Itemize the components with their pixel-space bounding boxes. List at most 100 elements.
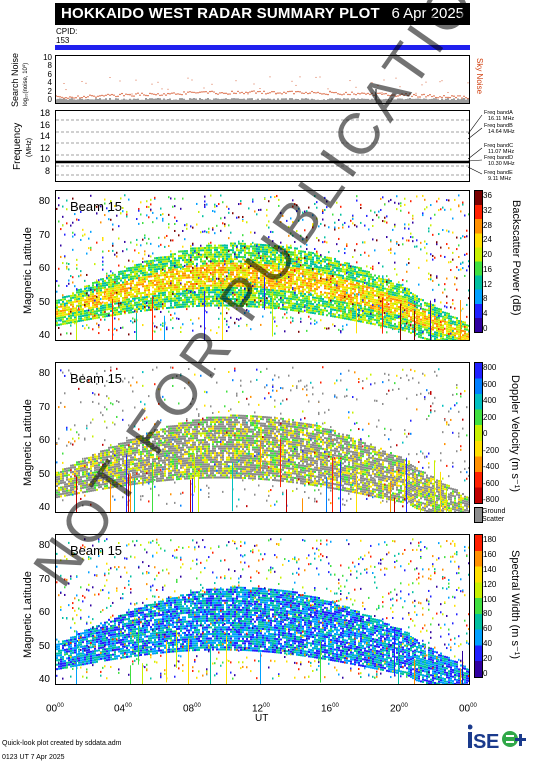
scatter-cell [252,241,254,244]
sky-noise-point [419,96,421,98]
scatter-cell [154,268,156,271]
scatter-cell [80,238,82,241]
scatter-cell [396,298,398,301]
scatter-cell [274,258,276,261]
scatter-cell [336,267,338,270]
scatter-cell [206,302,208,305]
scatter-cell [234,266,236,269]
scatter-cell [212,291,214,294]
scatter-cell [392,304,394,307]
scatter-cell [334,262,336,265]
sky-noise-point [417,96,419,98]
scatter-cell [138,299,140,302]
scatter-cell [296,294,298,297]
scatter-cell [224,269,226,272]
scatter-cell [322,209,324,212]
scatter-cell [238,298,240,301]
scatter-cell [126,298,128,301]
scatter-cell [192,294,194,297]
scatter-cell [374,278,376,281]
band-frequency: 11.07 MHz [488,149,515,155]
scatter-cell [216,251,218,254]
scatter-cell [272,269,274,272]
sky-noise-point [365,93,367,95]
scatter-cell [280,258,282,261]
scatter-cell [102,309,104,312]
scatter-cell [238,203,240,206]
scatter-cell [82,310,84,313]
scatter-cell [376,292,378,295]
sky-noise-point [371,82,373,84]
scatter-cell [346,272,348,275]
scatter-cell [124,240,126,243]
scatter-cell [188,291,190,294]
scatter-cell [146,309,148,312]
scatter-cell [320,282,322,285]
scatter-cell [56,280,58,283]
scatter-cell [232,295,234,298]
scatter-cell [312,296,314,299]
scatter-cell [166,262,168,265]
scatter-cell [342,328,344,331]
scatter-cell [300,305,302,308]
scatter-cell [182,245,184,248]
scatter-cell [288,234,290,237]
scatter-cell [340,281,342,284]
scatter-cell [106,315,108,318]
scatter-cell [224,223,226,226]
scatter-cell [358,304,360,307]
sky-noise-point [131,95,133,97]
scatter-cell [288,264,290,267]
scatter-cell [108,210,110,213]
scatter-cell [214,297,216,300]
scatter-cell [238,249,240,252]
scatter-cell [218,282,220,285]
scatter-cell [182,299,184,302]
scatter-cell [106,284,108,287]
scatter-cell [168,269,170,272]
scatter-cell [240,260,242,263]
sky-noise-point [85,82,87,84]
scatter-cell [72,301,74,304]
scatter-cell [396,307,398,310]
scatter-cell [394,307,396,310]
scatter-cell [130,269,132,272]
sky-noise-point [171,92,173,94]
scatter-cell [60,319,62,322]
scatter-cell [344,273,346,276]
scatter-cell [336,262,338,265]
scatter-cell [296,265,298,268]
scatter-cell [282,276,284,279]
scatter-cell [394,201,396,204]
scatter-cell [332,308,334,311]
scatter-cell [150,297,152,300]
scatter-cell [226,307,228,310]
scatter-cell [344,293,346,296]
scatter-cell [270,302,272,305]
scatter-cell [348,302,350,305]
scatter-cell [176,295,178,298]
scatter-cell [326,276,328,279]
scatter-cell [182,274,184,277]
scatter-cell [144,250,146,253]
scatter-cell [358,311,360,314]
scatter-cell [136,270,138,273]
scatter-cell [216,284,218,287]
scatter-cell [156,307,158,310]
band-connector-lines [468,114,483,175]
scatter-cell [268,284,270,287]
scatter-cell [344,281,346,284]
scatter-cell [102,284,104,287]
scatter-cell [70,319,72,322]
scatter-cell [134,330,136,333]
scatter-cell [138,305,140,308]
scatter-cell [138,270,140,273]
scatter-cell [310,278,312,281]
scatter-cell [116,293,118,296]
scatter-cell [272,264,274,267]
scatter-cell [218,264,220,267]
scatter-cell [292,302,294,305]
scatter-cell [226,297,228,300]
scatter-cell [226,264,228,267]
scatter-cell [282,296,284,299]
